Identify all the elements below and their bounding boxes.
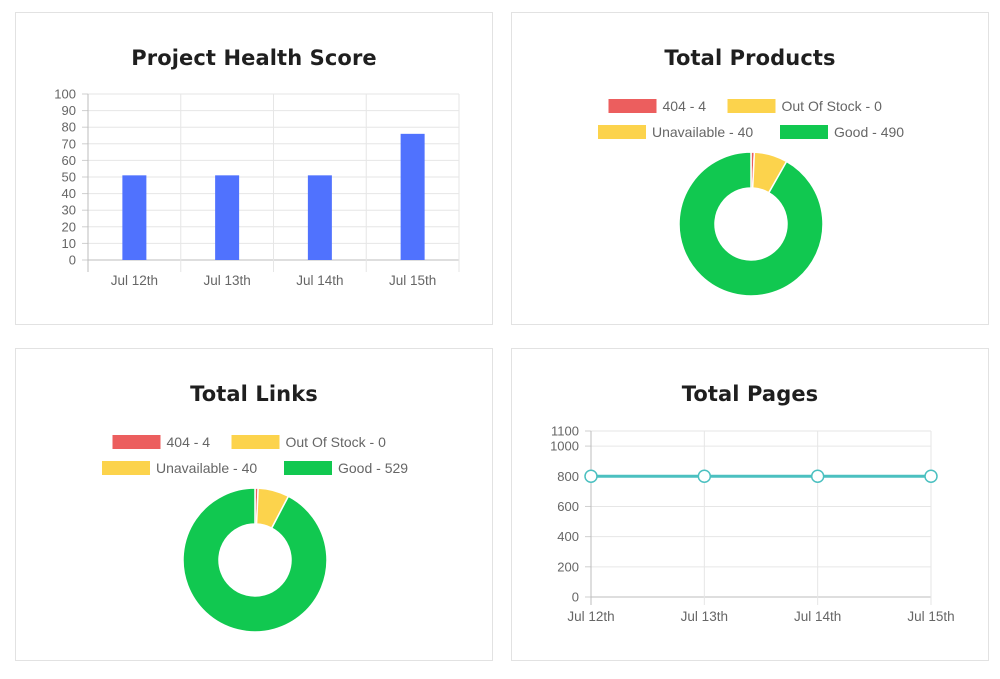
legend-swatch [608, 99, 657, 113]
legend-label: Unavailable - 40 [652, 124, 753, 140]
y-tick-label: 60 [62, 153, 76, 168]
x-tick-label: Jul 13th [681, 609, 728, 624]
project-health-card: Project Health Score 0 10 20 30 40 50 60 70 80 90… [15, 12, 493, 325]
y-tick-label: 0 [572, 590, 579, 605]
legend-swatch [284, 461, 332, 475]
legend-label: Out Of Stock - 0 [782, 98, 883, 114]
bar [122, 175, 147, 260]
y-tick-label: 400 [557, 529, 579, 544]
x-tick-label: Jul 15th [907, 609, 954, 624]
legend-label: Good - 529 [338, 460, 408, 476]
doughnut-slice [678, 151, 824, 297]
legend-swatch [231, 435, 280, 449]
data-point [810, 469, 825, 484]
legend-label: Good - 490 [834, 124, 904, 140]
bar [400, 133, 425, 260]
y-tick-label: 200 [557, 559, 579, 574]
legend-swatch [112, 435, 161, 449]
y-tick-label: 20 [62, 219, 76, 234]
legend-swatch [727, 99, 776, 113]
data-point [924, 469, 938, 484]
y-tick-label: 90 [62, 103, 76, 118]
chart-title: Project Health Score [131, 46, 377, 70]
chart-title: Total Products [664, 46, 836, 70]
legend-swatch [780, 125, 828, 139]
total-pages-card: Total Pages 0 200 400 600 800 1000 1100 Jul 12t… [511, 348, 989, 661]
chart-title: Total Links [190, 382, 318, 406]
x-tick-label: Jul 14th [794, 609, 841, 624]
y-tick-label: 800 [557, 469, 579, 484]
y-tick-label: 1100 [551, 424, 579, 439]
y-tick-label: 100 [54, 87, 76, 102]
legend-swatch [598, 125, 646, 139]
bar [215, 175, 240, 260]
x-tick-label: Jul 12th [111, 273, 158, 288]
legend-label: 404 - 4 [663, 98, 707, 114]
total-products-card: Total Products 404 - 4 Out Of Stock - 0 Un… [511, 12, 989, 325]
y-tick-label: 40 [62, 186, 76, 201]
y-tick-label: 10 [62, 236, 76, 251]
y-tick-label: 1000 [550, 439, 579, 454]
legend-swatch [102, 461, 150, 475]
legend-label: Unavailable - 40 [156, 460, 257, 476]
y-tick-label: 50 [62, 170, 76, 185]
y-tick-label: 0 [69, 253, 76, 268]
bar [307, 175, 332, 260]
x-tick-label: Jul 14th [296, 273, 343, 288]
y-tick-label: 600 [557, 499, 579, 514]
x-tick-label: Jul 15th [389, 273, 436, 288]
data-point [584, 469, 598, 484]
y-tick-label: 80 [62, 120, 76, 135]
chart-title: Total Pages [681, 382, 819, 406]
y-tick-label: 30 [62, 203, 76, 218]
x-tick-label: Jul 12th [567, 609, 614, 624]
legend-label: Out Of Stock - 0 [286, 434, 387, 450]
data-point [697, 469, 712, 484]
doughnut-chart: 404 - 4 Out Of Stock - 0 Unavailable - 40 G… [598, 98, 904, 297]
y-tick-label: 70 [62, 136, 76, 151]
doughnut-chart: 404 - 4 Out Of Stock - 0 Unavailable - 40 G… [102, 434, 408, 633]
x-tick-label: Jul 13th [203, 273, 250, 288]
doughnut-slice [182, 487, 328, 633]
total-links-card: Total Links 404 - 4 Out Of Stock - 0 Unava… [15, 348, 493, 661]
legend-label: 404 - 4 [167, 434, 211, 450]
